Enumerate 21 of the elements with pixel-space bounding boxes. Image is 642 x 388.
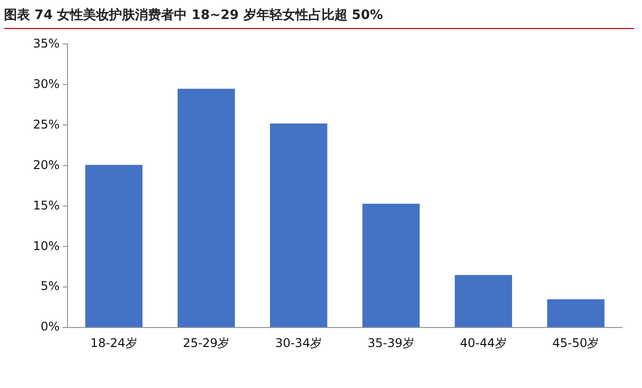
chart-title: 图表 74 女性美妆护肤消费者中 18~29 岁年轻女性占比超 50% — [4, 6, 634, 29]
y-tick-label: 15% — [33, 198, 60, 212]
bar — [178, 88, 235, 328]
y-tick-label: 20% — [33, 158, 60, 172]
y-tick-label: 5% — [40, 279, 60, 294]
bar — [454, 274, 512, 328]
x-tick-label: 25-29岁 — [182, 336, 230, 350]
x-tick-label: 30-34岁 — [275, 336, 322, 350]
x-tick-label: 18-24岁 — [90, 336, 138, 350]
x-tick-label: 40-44岁 — [460, 336, 507, 350]
y-tick-label: 25% — [33, 117, 60, 132]
bar — [85, 164, 143, 328]
bar — [270, 124, 328, 328]
y-tick-label: 30% — [33, 76, 60, 91]
x-tick-label: 35-39岁 — [368, 336, 414, 350]
bar — [362, 204, 420, 328]
y-tick-label: 35% — [33, 36, 60, 50]
y-tick-label: 0% — [40, 320, 60, 334]
bar — [547, 299, 604, 328]
y-tick-label: 10% — [33, 238, 60, 253]
x-tick-label: 45-50岁 — [552, 336, 600, 350]
